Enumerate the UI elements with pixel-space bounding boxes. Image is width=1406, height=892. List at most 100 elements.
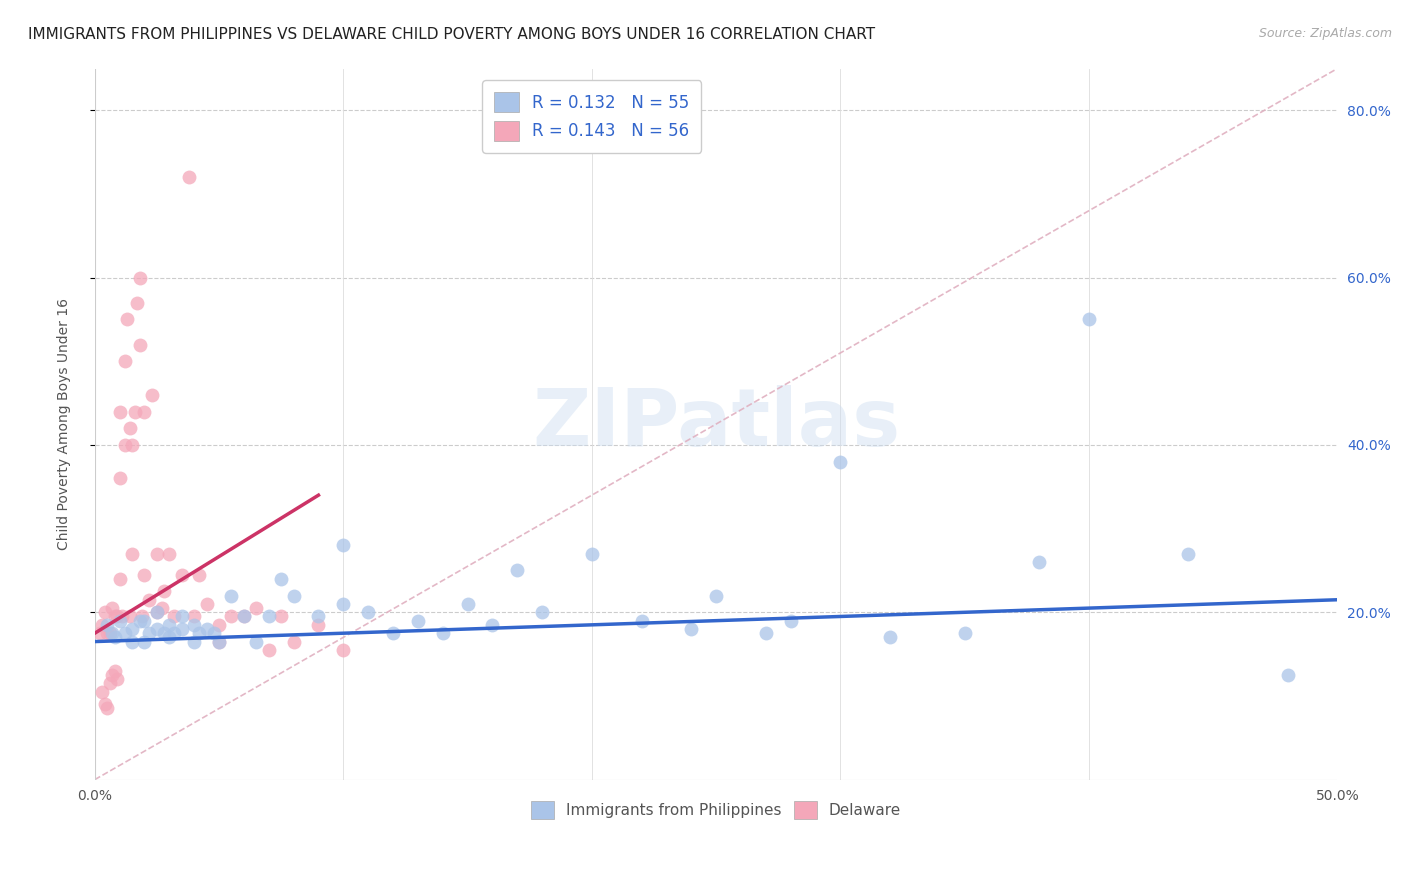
Point — [101, 601, 124, 615]
Point — [128, 614, 150, 628]
Point — [357, 605, 380, 619]
Point — [134, 404, 156, 418]
Point — [125, 295, 148, 310]
Point — [183, 634, 205, 648]
Point — [98, 626, 121, 640]
Point — [104, 609, 127, 624]
Point — [157, 547, 180, 561]
Point — [208, 634, 231, 648]
Point — [195, 622, 218, 636]
Point — [308, 617, 330, 632]
Point — [105, 609, 128, 624]
Point — [630, 614, 652, 628]
Point — [108, 572, 131, 586]
Point — [257, 609, 280, 624]
Point — [105, 672, 128, 686]
Point — [183, 617, 205, 632]
Point — [111, 609, 134, 624]
Point — [1028, 555, 1050, 569]
Point — [138, 592, 160, 607]
Point — [118, 421, 141, 435]
Point — [89, 626, 111, 640]
Point — [232, 609, 254, 624]
Point — [779, 614, 801, 628]
Point — [146, 547, 169, 561]
Point — [270, 609, 292, 624]
Point — [131, 609, 153, 624]
Point — [1077, 312, 1099, 326]
Point — [101, 668, 124, 682]
Point — [232, 609, 254, 624]
Point — [153, 626, 176, 640]
Point — [257, 643, 280, 657]
Point — [481, 617, 503, 632]
Point — [179, 170, 201, 185]
Point — [704, 589, 727, 603]
Text: Source: ZipAtlas.com: Source: ZipAtlas.com — [1258, 27, 1392, 40]
Point — [108, 471, 131, 485]
Point — [195, 597, 218, 611]
Point — [270, 572, 292, 586]
Point — [332, 643, 354, 657]
Point — [121, 547, 143, 561]
Point — [98, 676, 121, 690]
Point — [1177, 547, 1199, 561]
Point — [121, 438, 143, 452]
Legend: Immigrants from Philippines, Delaware: Immigrants from Philippines, Delaware — [524, 795, 907, 825]
Point — [114, 626, 136, 640]
Point — [283, 589, 305, 603]
Point — [128, 337, 150, 351]
Point — [114, 354, 136, 368]
Point — [531, 605, 554, 619]
Point — [146, 605, 169, 619]
Point — [124, 404, 146, 418]
Point — [101, 626, 124, 640]
Point — [138, 626, 160, 640]
Point — [1277, 668, 1299, 682]
Point — [153, 584, 176, 599]
Point — [332, 538, 354, 552]
Point — [128, 270, 150, 285]
Y-axis label: Child Poverty Among Boys Under 16: Child Poverty Among Boys Under 16 — [58, 298, 72, 550]
Point — [96, 626, 118, 640]
Point — [121, 622, 143, 636]
Point — [183, 609, 205, 624]
Point — [208, 617, 231, 632]
Point — [157, 631, 180, 645]
Point — [91, 685, 114, 699]
Point — [581, 547, 603, 561]
Point — [681, 622, 703, 636]
Point — [93, 698, 115, 712]
Point — [188, 567, 211, 582]
Point — [118, 609, 141, 624]
Point — [141, 388, 163, 402]
Text: ZIPatlas: ZIPatlas — [531, 385, 900, 463]
Point — [170, 609, 193, 624]
Point — [221, 589, 243, 603]
Point — [755, 626, 778, 640]
Point — [163, 609, 186, 624]
Point — [406, 614, 429, 628]
Point — [163, 626, 186, 640]
Point — [188, 626, 211, 640]
Point — [830, 455, 852, 469]
Point — [108, 404, 131, 418]
Point — [332, 597, 354, 611]
Point — [134, 634, 156, 648]
Point — [221, 609, 243, 624]
Point — [96, 701, 118, 715]
Point — [157, 617, 180, 632]
Point — [121, 634, 143, 648]
Point — [96, 617, 118, 632]
Point — [432, 626, 454, 640]
Point — [91, 617, 114, 632]
Point — [150, 601, 173, 615]
Point — [208, 634, 231, 648]
Point — [170, 567, 193, 582]
Point — [93, 605, 115, 619]
Point — [104, 664, 127, 678]
Point — [114, 438, 136, 452]
Point — [283, 634, 305, 648]
Point — [115, 312, 138, 326]
Point — [879, 631, 901, 645]
